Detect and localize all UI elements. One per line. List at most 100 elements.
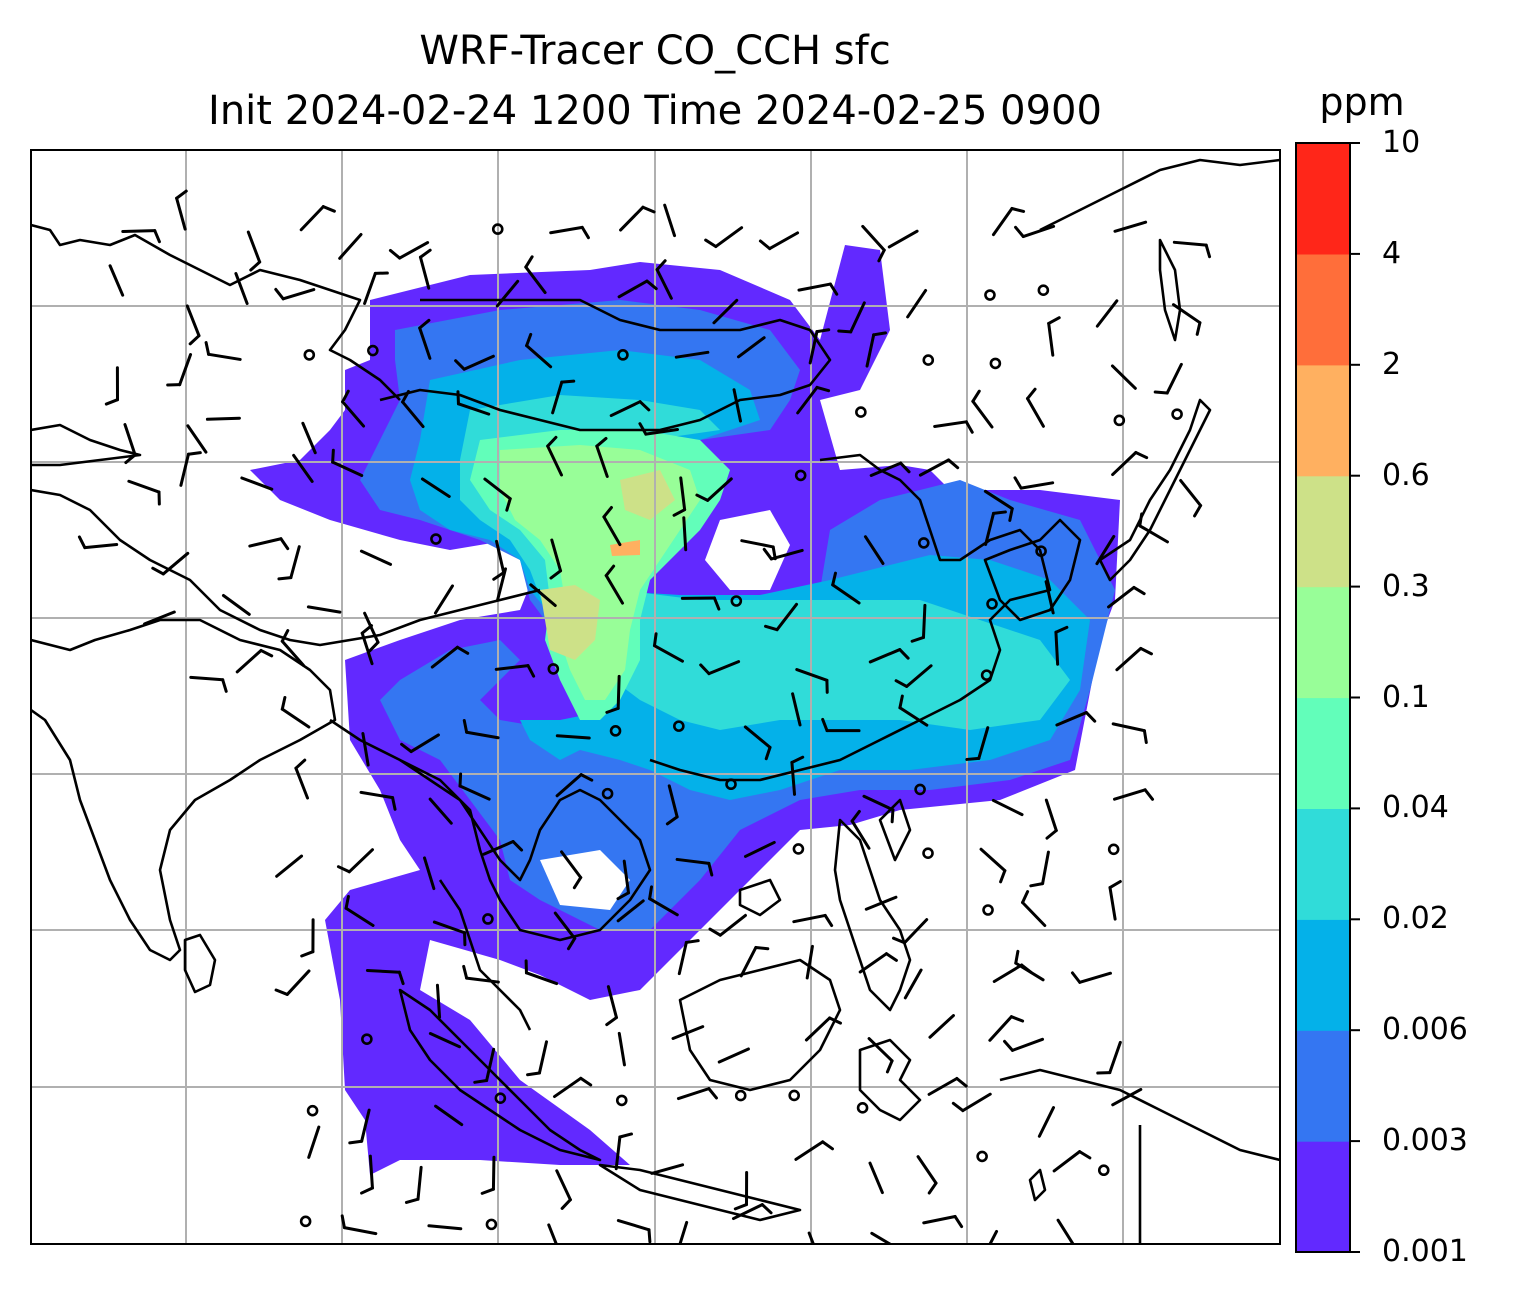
wind-barb [983, 489, 1014, 522]
colorbar-tick-label: 0.1 [1382, 679, 1430, 715]
calm-wind-circle [914, 783, 926, 796]
wind-barb [473, 1047, 496, 1084]
wind-barb [1111, 451, 1149, 477]
calm-wind-circle [617, 349, 629, 361]
wind-barb [552, 1076, 593, 1099]
wind-barb [1003, 1037, 1045, 1052]
wind-barb [179, 451, 202, 487]
wind-barb [1111, 722, 1148, 745]
wind-barb [1029, 850, 1050, 888]
wind-barb [1095, 534, 1116, 566]
wind-barb [189, 675, 228, 693]
wind-barb [401, 389, 425, 429]
wind-barb [175, 189, 188, 231]
wind-barb [108, 264, 125, 297]
wind-barb [418, 318, 432, 360]
wind-barb [482, 840, 524, 856]
wind-barb [595, 436, 609, 478]
wind-barb [677, 939, 700, 976]
coastline-sulawesi [858, 1038, 922, 1122]
wind-barb [336, 848, 374, 874]
wind-barb [292, 453, 314, 483]
calm-wind-circle [989, 357, 1002, 370]
calm-wind-circle [601, 787, 614, 800]
coastline-himalaya [31, 488, 541, 647]
coastline-taiwan [878, 798, 912, 862]
wind-barb [127, 479, 161, 506]
coastline-newguinea [999, 1068, 1280, 1162]
calm-wind-circle [485, 1218, 498, 1231]
wind-barb [850, 809, 871, 850]
wind-barb [307, 1125, 321, 1159]
calm-wind-circle [922, 354, 935, 366]
wind-barb [984, 510, 1007, 546]
wind-barb [918, 458, 960, 477]
wind-barb [143, 610, 176, 626]
wind-barb [933, 420, 974, 434]
wind-barb [524, 959, 559, 986]
wind-barb [483, 477, 512, 512]
colorbar-unit-label: ppm [1319, 80, 1405, 124]
calm-wind-circle [922, 847, 934, 859]
wind-barb [300, 918, 315, 958]
wind-barb [1013, 476, 1055, 490]
wind-barb [916, 1155, 938, 1195]
wind-barb [433, 584, 454, 615]
wind-barb [861, 224, 886, 263]
wind-barb [971, 389, 994, 429]
wind-barb [306, 605, 342, 614]
wind-barb [341, 389, 366, 428]
calm-wind-circle [491, 223, 504, 235]
coastline-japan [1098, 398, 1212, 582]
wind-barb [764, 602, 799, 632]
field-gap [540, 850, 630, 910]
wind-barb [430, 645, 470, 669]
wind-barb [428, 797, 453, 825]
wind-barb [906, 288, 928, 319]
wind-barb [616, 859, 631, 901]
wind-barb [894, 664, 933, 688]
calm-wind-circle [730, 595, 743, 607]
wind-barb [910, 603, 927, 643]
wind-barb [248, 537, 290, 551]
wind-barb [652, 632, 684, 663]
wind-barb [671, 1025, 705, 1040]
wind-barb [807, 1231, 815, 1244]
wind-barb [526, 1040, 548, 1077]
wind-barb [794, 1140, 834, 1161]
wind-barb [732, 388, 743, 423]
coastline-srilanka [183, 933, 217, 994]
map-frame [30, 149, 1281, 1245]
wind-barb [898, 694, 929, 727]
wind-barb [294, 758, 310, 800]
wind-barb [274, 969, 311, 996]
wind-barb [791, 692, 802, 727]
wind-barb [614, 1132, 633, 1171]
colorbar-tick-label: 0.001 [1382, 1234, 1468, 1269]
coastline-sakhalin [1158, 238, 1182, 342]
wind-barb [246, 230, 262, 272]
wind-barb [648, 885, 679, 917]
wind-barb [221, 593, 251, 616]
coastline-java [598, 1163, 802, 1222]
wind-barb [604, 564, 625, 605]
coastline-central-asia [31, 423, 142, 467]
coastline-timor [1028, 1168, 1047, 1202]
wind-barb [546, 435, 563, 477]
wind-barb [796, 385, 831, 415]
wind-barb [891, 918, 929, 945]
wind-barb [185, 304, 201, 346]
wind-barb [1108, 879, 1122, 921]
wind-barb [733, 1171, 749, 1211]
wind-barb [462, 964, 500, 984]
colorbar-segment-9 [1296, 143, 1350, 255]
wind-barb [870, 1231, 893, 1244]
wind-barb [674, 350, 710, 359]
wind-barb [797, 282, 839, 296]
calm-wind-circle [1037, 284, 1050, 296]
wind-barb [166, 353, 193, 387]
wind-barb [547, 1223, 558, 1244]
wind-barb [616, 1219, 652, 1244]
wind-barb [699, 660, 741, 676]
wind-barb [808, 328, 831, 365]
